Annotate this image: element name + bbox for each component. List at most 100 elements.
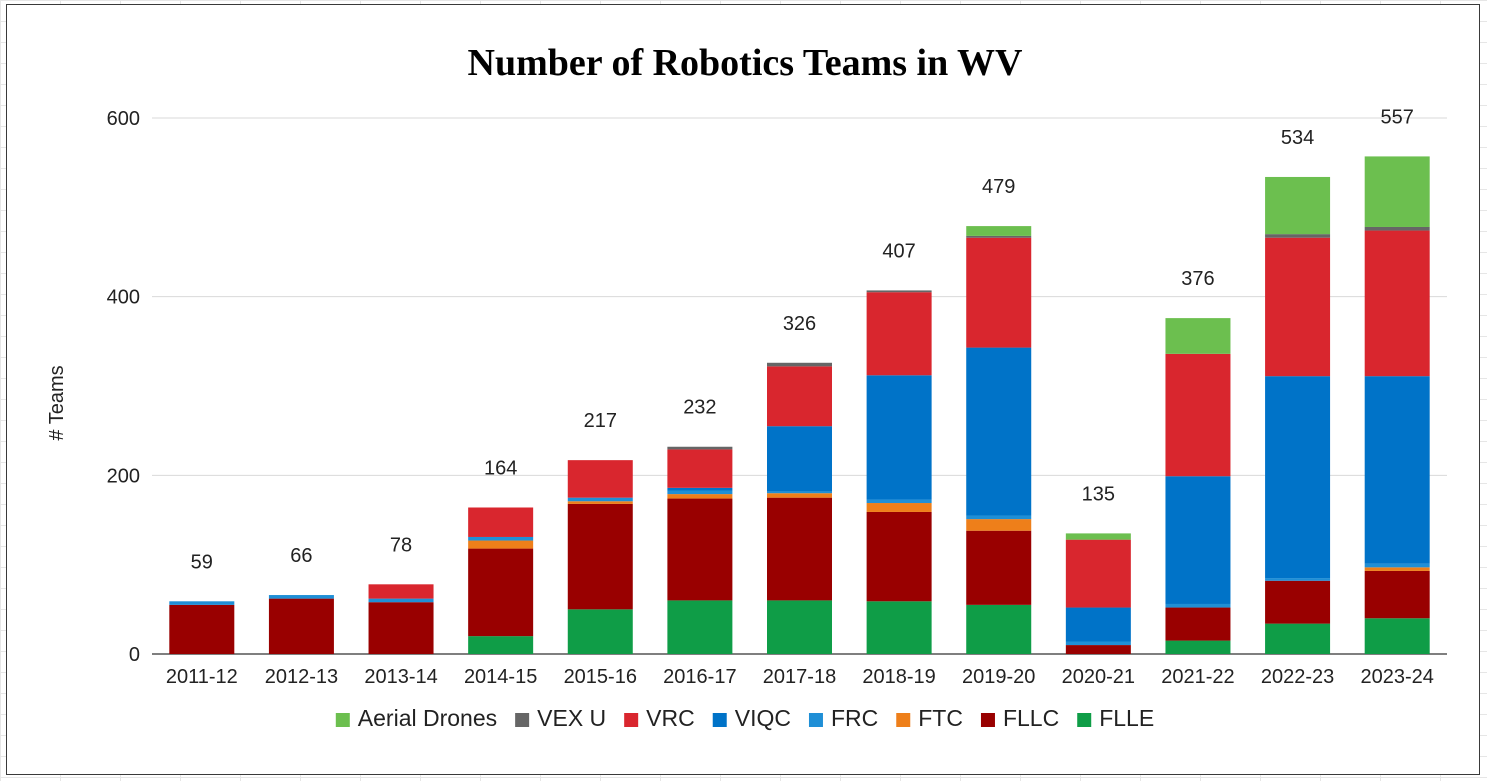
bar-segment-frc bbox=[169, 601, 235, 605]
bar-segment-fllc bbox=[966, 530, 1032, 605]
bar-segment-aerial-drones bbox=[1165, 318, 1231, 354]
bar-total-label: 407 bbox=[882, 240, 915, 262]
bar-segment-flle bbox=[767, 600, 832, 654]
y-tick-label: 400 bbox=[107, 287, 140, 309]
bar-segment-vex-u bbox=[667, 446, 733, 450]
bar-segment-vex-u bbox=[966, 235, 1032, 238]
legend-label: VRC bbox=[646, 705, 695, 731]
bar-segment-flle bbox=[866, 601, 932, 654]
bar-segment-ftc bbox=[866, 503, 932, 512]
bar-segment-viqc bbox=[1364, 376, 1430, 564]
legend-swatch-frc bbox=[808, 713, 823, 727]
bar-total-label: 534 bbox=[1281, 127, 1314, 149]
bar-segment-fllc bbox=[1165, 607, 1231, 641]
legend: Aerial Drones VEX U VRC VIQC FRC FTC FLLC FLLE bbox=[335, 705, 1154, 731]
bar-segment-ftc bbox=[767, 493, 832, 498]
x-tick-label: 2023-24 bbox=[1360, 666, 1433, 688]
bar-segment-vrc bbox=[1364, 230, 1430, 377]
legend-swatch-flle bbox=[1077, 713, 1092, 727]
legend-item: VIQC bbox=[712, 705, 791, 731]
y-axis-tick-labels: 0 200 400 600 bbox=[107, 108, 140, 666]
chart-title: Number of Robotics Teams in WV bbox=[468, 42, 1023, 84]
bar-segment-vrc bbox=[767, 366, 832, 427]
bar-segment-aerial-drones bbox=[966, 226, 1032, 236]
bar-total-label: 78 bbox=[390, 534, 412, 556]
bar-segment-viqc bbox=[667, 487, 733, 491]
legend-item: FLLE bbox=[1077, 705, 1154, 731]
bar-segment-fllc bbox=[1364, 570, 1430, 619]
bar-segment-viqc bbox=[966, 347, 1032, 516]
x-tick-label: 2017-18 bbox=[763, 666, 836, 688]
bar-segment-ftc bbox=[468, 540, 534, 549]
bar-segment-flle bbox=[1265, 623, 1331, 654]
bar-segment-frc bbox=[966, 515, 1032, 520]
y-tick-label: 600 bbox=[107, 108, 140, 130]
bar-segment-viqc bbox=[866, 375, 932, 500]
x-tick-label: 2019-20 bbox=[962, 666, 1035, 688]
bar-segment-fllc bbox=[1065, 645, 1131, 654]
legend-swatch-vex-u bbox=[515, 713, 530, 727]
bar-segment-fllc bbox=[866, 511, 932, 602]
bar-total-label: 135 bbox=[1082, 483, 1115, 505]
bar-total-label: 376 bbox=[1181, 268, 1214, 290]
legend-label: FTC bbox=[918, 705, 963, 731]
bar-segment-fllc bbox=[567, 503, 633, 610]
bar-segment-viqc bbox=[767, 426, 832, 492]
y-tick-label: 200 bbox=[107, 465, 140, 487]
bar-segment-frc bbox=[767, 491, 832, 494]
legend-swatch-viqc bbox=[712, 713, 727, 727]
bar-segment-fllc bbox=[169, 604, 235, 654]
x-tick-label: 2015-16 bbox=[564, 666, 637, 688]
x-tick-label: 2022-23 bbox=[1261, 666, 1334, 688]
chart-container[interactable]: Number of Robotics Teams in WV # Teams 5… bbox=[6, 4, 1480, 775]
x-tick-label: 2014-15 bbox=[464, 666, 537, 688]
bar-total-label: 326 bbox=[783, 313, 816, 335]
x-tick-label: 2011-12 bbox=[166, 666, 238, 688]
bar-segment-fllc bbox=[268, 598, 334, 654]
legend-item: FLLC bbox=[980, 705, 1059, 731]
bar-segment-aerial-drones bbox=[1364, 156, 1430, 227]
x-tick-label: 2016-17 bbox=[663, 666, 736, 688]
legend-item: VEX U bbox=[515, 705, 606, 731]
bar-total-label: 66 bbox=[290, 545, 312, 567]
x-tick-label: 2013-14 bbox=[364, 666, 437, 688]
bar-segment-flle bbox=[468, 636, 534, 654]
bar-segment-vrc bbox=[866, 292, 932, 376]
bar-segment-frc bbox=[268, 595, 334, 599]
bar-total-label: 59 bbox=[191, 551, 213, 573]
x-tick-label: 2012-13 bbox=[265, 666, 338, 688]
bar-segment-vrc bbox=[1165, 353, 1231, 477]
bar-segment-frc bbox=[567, 497, 633, 502]
bar-segment-frc bbox=[1165, 603, 1231, 608]
bar-segment-vex-u bbox=[1364, 226, 1430, 231]
bar-segment-flle bbox=[966, 604, 1032, 654]
bar-segment-frc bbox=[1364, 563, 1430, 568]
bar-segment-flle bbox=[667, 600, 733, 654]
bar-total-label: 232 bbox=[683, 397, 716, 419]
legend-item: FTC bbox=[896, 705, 963, 731]
bars bbox=[169, 156, 1430, 654]
bar-segment-flle bbox=[567, 609, 633, 654]
legend-label: FLLC bbox=[1003, 705, 1059, 731]
bar-segment-vrc bbox=[1265, 237, 1331, 377]
stacked-bar-chart: Number of Robotics Teams in WV # Teams 5… bbox=[46, 42, 1447, 731]
x-tick-label: 2021-22 bbox=[1161, 666, 1234, 688]
bar-segment-fllc bbox=[767, 497, 832, 601]
bar-segment-fllc bbox=[368, 602, 434, 654]
bar-segment-frc bbox=[667, 490, 733, 495]
bar-segment-vrc bbox=[368, 584, 434, 599]
legend-label: VIQC bbox=[735, 705, 791, 731]
legend-item: Aerial Drones bbox=[335, 705, 497, 731]
legend-item: VRC bbox=[624, 705, 695, 731]
legend-swatch-ftc bbox=[896, 713, 911, 727]
legend-swatch-fllc bbox=[980, 713, 995, 727]
legend-label: VEX U bbox=[537, 705, 606, 731]
bar-segment-frc bbox=[468, 536, 534, 541]
legend-swatch-aerial-drones bbox=[335, 713, 350, 727]
legend-label: FRC bbox=[831, 705, 878, 731]
bar-segment-ftc bbox=[567, 501, 633, 504]
x-axis-tick-labels: 2011-12 2012-13 2013-14 2014-15 2015-16 2016-… bbox=[166, 666, 1434, 688]
bar-segment-frc bbox=[866, 499, 932, 504]
bar-segment-aerial-drones bbox=[1265, 176, 1331, 235]
